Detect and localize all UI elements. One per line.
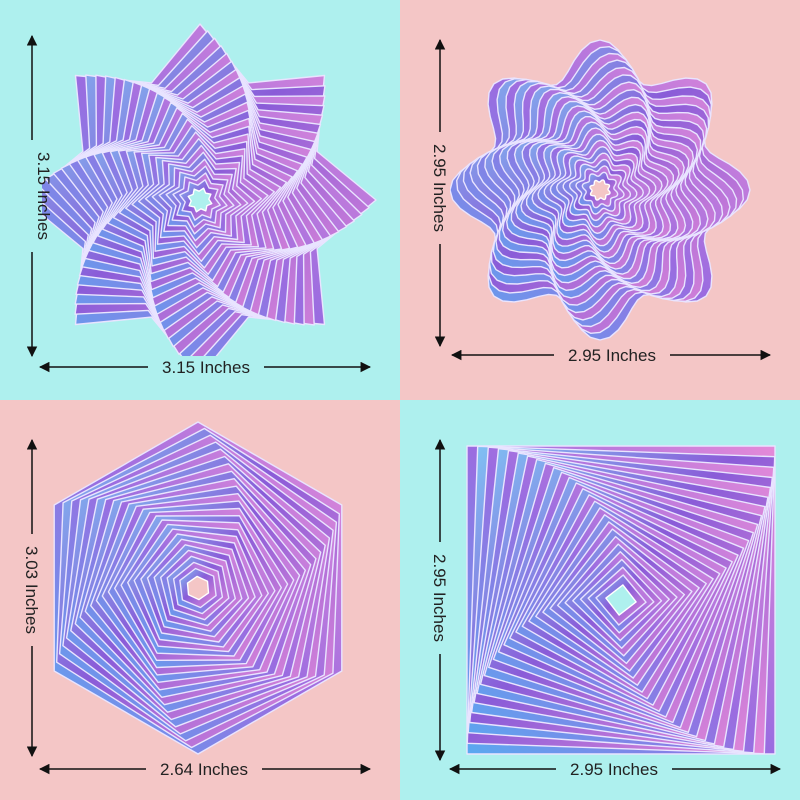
flower-width-label: 2.95 Inches (568, 346, 656, 365)
hexagon-height-label: 3.03 Inches (22, 546, 41, 634)
star-center (187, 187, 213, 213)
square-width-label: 2.95 Inches (570, 760, 658, 779)
flower-height-label: 2.95 Inches (430, 144, 449, 232)
square-height-label: 2.95 Inches (430, 554, 449, 642)
square-center (605, 584, 637, 616)
star-width-label: 3.15 Inches (162, 358, 250, 377)
star-height-label: 3.15 Inches (34, 152, 53, 240)
flower-center (589, 179, 611, 201)
hexagon-width-label: 2.64 Inches (160, 760, 248, 779)
hexagon-center (186, 575, 210, 601)
